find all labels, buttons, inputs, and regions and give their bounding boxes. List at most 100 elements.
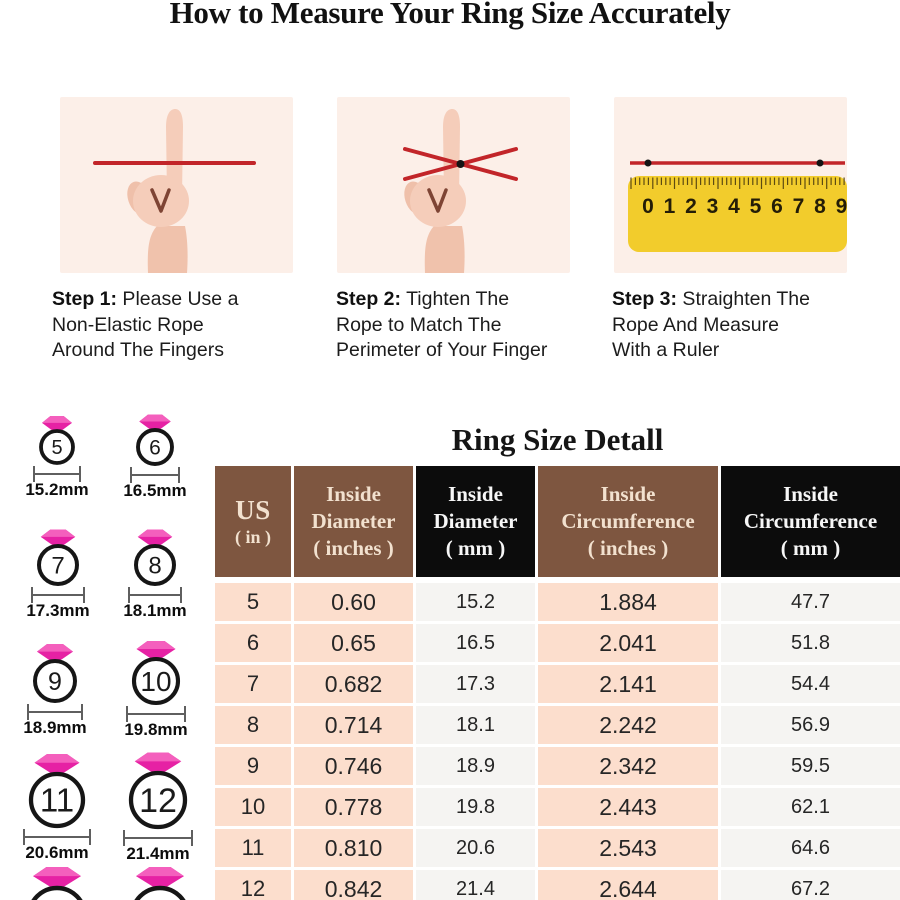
ring-band — [37, 544, 79, 586]
ring-diagram: 7 17.3mm — [26, 529, 90, 620]
diameter-dimension-line — [31, 587, 85, 603]
hand-illustration — [404, 109, 466, 273]
ring-size-number: 12 — [139, 782, 177, 820]
step3-text: Straighten The Rope And Measure With a R… — [612, 288, 810, 361]
diamond-facet — [136, 641, 176, 649]
step3-label: Step 3: — [612, 288, 678, 310]
diameter-dimension-line — [126, 706, 186, 722]
ring-diagram: 9 18.9mm — [23, 644, 87, 737]
svg-text:7: 7 — [793, 195, 805, 218]
svg-text:6: 6 — [771, 195, 783, 218]
step1-image — [60, 97, 293, 273]
ring-mm-label: 16.5mm — [123, 481, 186, 500]
table-header-cell: Inside Circumference( mm ) — [721, 466, 900, 577]
table-cell: 9 — [215, 747, 291, 785]
ring-mm-label: 17.3mm — [26, 601, 89, 620]
ring-band — [134, 544, 176, 586]
ring-mm-label: 18.9mm — [23, 718, 86, 737]
hand-illustration — [127, 109, 189, 273]
step2-image — [337, 97, 570, 273]
ring-size-diagrams: 5 15.2mm 6 16.5mm 7 17.3mm 8 18.1mm 9 18.9mm 10 19.… — [23, 414, 193, 900]
table-header-cell: US( in ) — [215, 466, 291, 577]
table-cell: 18.9 — [416, 747, 535, 785]
ring-diagram — [31, 867, 83, 900]
table-cell: 1.884 — [538, 583, 718, 621]
diameter-dimension-line — [23, 829, 91, 845]
ring-diagram — [134, 867, 186, 900]
ring-mm-label: 18.1mm — [123, 601, 186, 620]
step2-caption: Step 2: Tighten The Rope to Match The Pe… — [336, 287, 608, 364]
table-cell: 0.746 — [294, 747, 413, 785]
step3-caption: Step 3: Straighten The Rope And Measure … — [612, 287, 884, 364]
svg-text:3: 3 — [707, 195, 719, 218]
svg-text:8: 8 — [814, 195, 826, 218]
ring-mm-label: 20.6mm — [25, 843, 88, 862]
ring-mm-label: 19.8mm — [124, 720, 187, 739]
ring-band — [33, 659, 77, 703]
table-cell: 2.543 — [538, 829, 718, 867]
table-cell: 15.2 — [416, 583, 535, 621]
ring-table-body: 5 0.60 15.2 1.884 47.7 6 0.65 16.5 2.041 51.8 7 0.6… — [215, 583, 900, 900]
diamond-facet — [37, 644, 73, 652]
diameter-dimension-line — [33, 466, 81, 482]
table-cell: 19.8 — [416, 788, 535, 826]
diamond-facet — [40, 529, 76, 537]
ring-mm-label: 15.2mm — [25, 480, 88, 499]
ring-size-number: 7 — [51, 553, 64, 580]
svg-text:4: 4 — [728, 195, 740, 218]
table-header-cell: Inside Diameter( mm ) — [416, 466, 535, 577]
diameter-dimension-line — [128, 587, 182, 603]
page-title: How to Measure Your Ring Size Accurately — [169, 0, 731, 30]
rope-end-dot — [644, 159, 652, 167]
table-cell: 2.443 — [538, 788, 718, 826]
diamond-facet — [42, 416, 72, 423]
table-cell: 5 — [215, 583, 291, 621]
diamond-facet — [33, 867, 81, 877]
ring-size-number: 5 — [51, 437, 62, 459]
table-cell: 47.7 — [721, 583, 900, 621]
diameter-dimension-line — [130, 467, 180, 483]
step2-label: Step 2: — [336, 288, 402, 310]
table-cell: 67.2 — [721, 870, 900, 900]
straightened-rope — [630, 159, 845, 167]
ring-table-header: US( in ) Inside Diameter( inches ) Inside Di… — [215, 466, 900, 577]
step1-caption: Step 1: Please Use a Non-Elastic Rope Ar… — [52, 287, 324, 364]
table-title: Ring Size Detall — [451, 422, 664, 457]
table-cell: 11 — [215, 829, 291, 867]
table-cell: 59.5 — [721, 747, 900, 785]
rope-cross — [403, 147, 518, 181]
table-cell: 62.1 — [721, 788, 900, 826]
ring-size-number: 8 — [148, 553, 161, 580]
table-cell: 64.6 — [721, 829, 900, 867]
svg-text:5: 5 — [750, 195, 762, 218]
rope-knot-dot — [456, 160, 465, 168]
table-cell: 2.242 — [538, 706, 718, 744]
table-cell: 0.810 — [294, 829, 413, 867]
table-cell: 6 — [215, 624, 291, 662]
table-cell: 18.1 — [416, 706, 535, 744]
diamond-facet — [34, 754, 80, 763]
diameter-dimension-line — [123, 830, 193, 846]
table-cell: 12 — [215, 870, 291, 900]
diamond-facet — [134, 752, 182, 762]
table-cell: 0.714 — [294, 706, 413, 744]
step1-illustration — [93, 109, 256, 273]
step2-text: Tighten The Rope to Match The Perimeter … — [336, 288, 548, 361]
ring-size-number: 6 — [149, 437, 161, 460]
ring-band — [134, 885, 186, 900]
svg-text:9: 9 — [836, 195, 847, 218]
diameter-dimension-line — [27, 704, 83, 720]
table-cell: 0.682 — [294, 665, 413, 703]
table-cell: 2.342 — [538, 747, 718, 785]
ring-mm-label: 21.4mm — [126, 844, 189, 863]
table-cell: 8 — [215, 706, 291, 744]
step1-label: Step 1: — [52, 288, 118, 310]
table-cell: 17.3 — [416, 665, 535, 703]
table-cell: 54.4 — [721, 665, 900, 703]
ring-band — [131, 656, 181, 706]
table-cell: 21.4 — [416, 870, 535, 900]
